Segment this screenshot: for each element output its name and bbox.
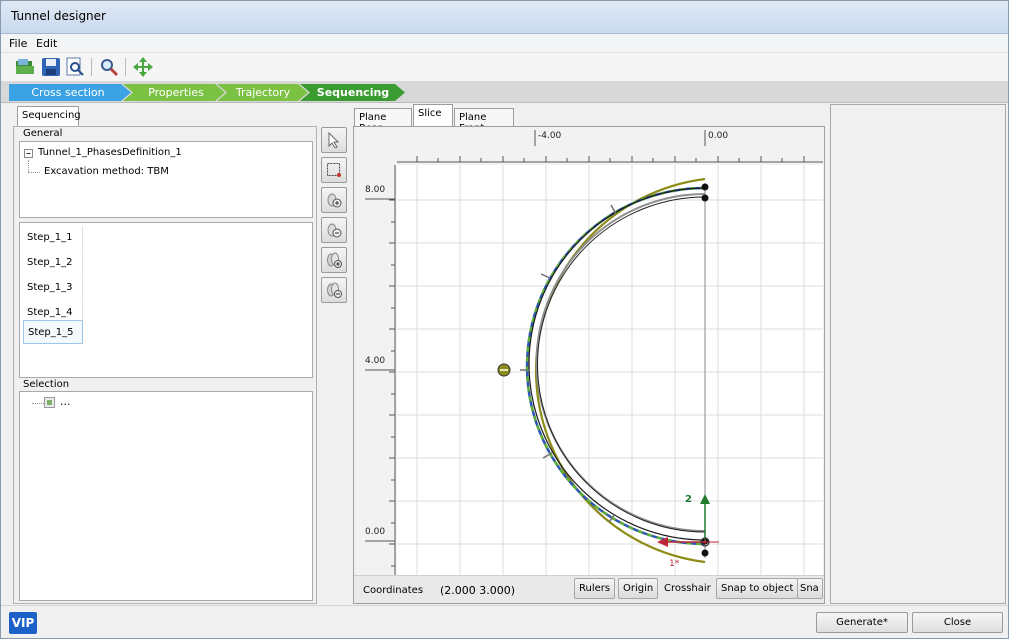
end-node[interactable] [701,194,709,202]
origin-toggle[interactable]: Origin [618,578,659,599]
menu-bar: File Edit [1,34,1008,53]
coordinates-label: Coordinates [363,585,424,596]
right-panel [830,104,1006,604]
crosshair-toggle[interactable]: Crosshair [664,583,711,594]
ruler-top-label: 0.00 [708,131,728,141]
generate-button[interactable]: Generate* [816,612,908,633]
lining-arc-dashed [525,186,706,546]
x-axis-arrowhead [657,537,668,547]
cylinder-remove-icon [327,223,342,238]
close-button[interactable]: Close [912,612,1003,633]
wizard-step-sequencing[interactable]: Sequencing [316,86,390,99]
wizard-step-cross-section[interactable]: Cross section [31,86,105,99]
zoom-icon[interactable] [99,57,119,77]
rulers-toggle[interactable]: Rulers [574,578,616,599]
top-ruler [397,130,823,163]
list-item[interactable]: Step_1_1 [23,226,83,250]
y-axis-label: 2 [685,494,692,505]
ruler-left-label: 4.00 [365,356,385,366]
y-axis-arrowhead [700,494,710,504]
pan-icon[interactable] [133,57,153,77]
rectangle-select-button[interactable] [321,157,347,183]
title-bar: Tunnel designer [1,1,1008,34]
left-panel: Sequencing General Tunnel_1_PhasesDefini… [1,104,319,604]
toolbar [1,53,1008,81]
snap-to-object-toggle[interactable]: Snap to object [716,578,799,599]
checkbox-icon[interactable] [44,397,56,409]
toolbar-separator [125,58,126,76]
wizard-arrows [9,84,405,101]
cylinder-add-icon [327,193,342,208]
cylinders-remove-icon [327,282,342,298]
cylinders-add-icon [327,252,342,268]
snap-toggle-truncated[interactable]: Sna [797,578,823,599]
selection-group-label: Selection [23,379,70,390]
tab-plane-rear[interactable]: Plane Rear [354,108,412,134]
list-item-selected[interactable]: Step_1_5 [23,320,83,344]
tree-collapse-icon[interactable] [23,148,35,160]
tab-sequencing[interactable]: Sequencing [17,106,81,128]
open-icon[interactable] [15,57,35,77]
slice-canvas[interactable]: -4.00 0.00 8.00 4.00 0.00 2 [357,128,823,575]
left-ruler [365,165,396,575]
end-node[interactable] [701,183,709,191]
tree-line [28,172,40,173]
selection-tree: ... [19,391,313,601]
list-item[interactable]: Step_1_2 [23,251,83,275]
x-axis-label: 1* [669,559,680,569]
tree-line [32,403,44,404]
menu-file[interactable]: File [9,37,28,50]
add-segment-button[interactable] [321,187,347,213]
tab-plane-front[interactable]: Plane Front [454,108,514,134]
menu-edit[interactable]: Edit [36,37,58,50]
grid [397,165,823,575]
general-group-label: General [23,128,63,139]
inner-arc[interactable] [528,187,706,541]
wizard-bar: Cross section Properties Trajectory Sequ… [1,81,1008,103]
selection-item-label[interactable]: ... [60,395,71,408]
general-tree: Tunnel_1_PhasesDefinition_1 Excavation m… [19,141,313,218]
segment-joints [520,204,617,523]
wizard-step-trajectory[interactable]: Trajectory [235,86,291,99]
remove-segment-button[interactable] [321,217,347,243]
pointer-icon [328,132,340,148]
tree-line [28,160,29,172]
tab-slice[interactable]: Slice [413,104,453,126]
ruler-top-label: -4.00 [538,131,562,141]
excavation-arc[interactable] [535,193,706,532]
ruler-left-label: 0.00 [365,527,385,537]
tree-child-label[interactable]: Excavation method: TBM [44,166,169,177]
search-doc-icon[interactable] [65,57,85,77]
remove-all-segments-button[interactable] [321,277,347,303]
rectangle-select-icon [327,163,341,177]
ruler-left-label: 8.00 [365,185,385,195]
toolbar-separator [91,58,92,76]
tree-root-label[interactable]: Tunnel_1_PhasesDefinition_1 [38,147,182,158]
coordinates-value: (2.000 3.000) [440,584,516,597]
list-item[interactable]: Step_1_3 [23,276,83,300]
save-icon[interactable] [41,57,61,77]
add-all-segments-button[interactable] [321,247,347,273]
window-title: Tunnel designer [11,9,106,23]
vip-logo: VIP [9,612,37,634]
wizard-step-properties[interactable]: Properties [148,86,204,99]
end-node[interactable] [701,549,709,557]
origin-marker[interactable] [700,537,710,547]
select-tool-button[interactable] [321,127,347,153]
inner-arc-2 [537,196,706,533]
steps-list: Step_1_1 Step_1_2 Step_1_3 Step_1_4 Step… [19,222,313,378]
